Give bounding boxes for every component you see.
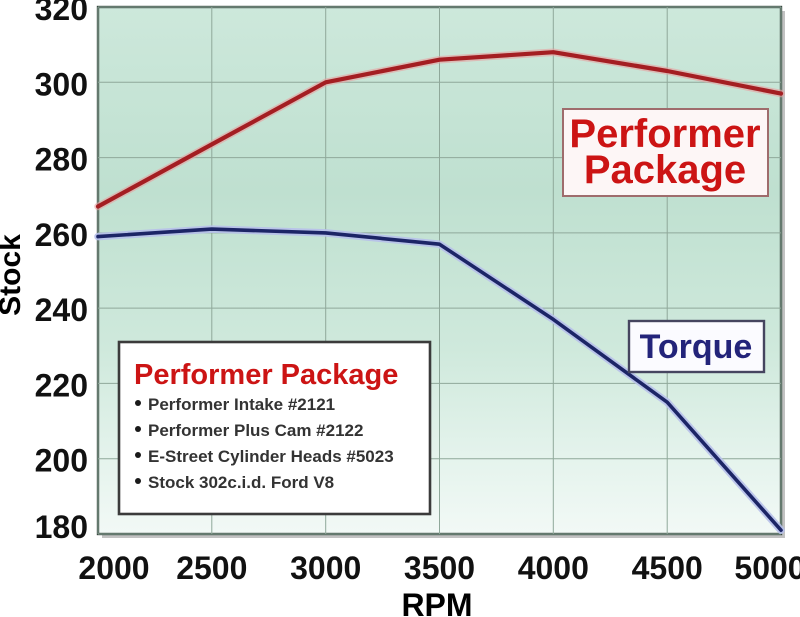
- svg-text:5000: 5000: [734, 550, 800, 586]
- svg-text:Performer Package: Performer Package: [134, 359, 398, 391]
- svg-text:220: 220: [35, 367, 88, 403]
- svg-text:3500: 3500: [404, 550, 475, 586]
- svg-text:Torque: Torque: [640, 328, 753, 366]
- svg-text:Package: Package: [584, 148, 746, 192]
- svg-text:300: 300: [35, 66, 88, 102]
- svg-text:Performer Intake #2121: Performer Intake #2121: [148, 395, 335, 414]
- svg-text:RPM: RPM: [401, 587, 472, 617]
- svg-text:2500: 2500: [176, 550, 247, 586]
- svg-text:260: 260: [35, 217, 88, 253]
- svg-text:Performer Plus Cam #2122: Performer Plus Cam #2122: [148, 421, 363, 440]
- svg-text:4500: 4500: [632, 550, 703, 586]
- svg-text:4000: 4000: [518, 550, 589, 586]
- svg-text:E-Street Cylinder Heads #5023: E-Street Cylinder Heads #5023: [148, 447, 394, 466]
- svg-text:200: 200: [35, 443, 88, 479]
- svg-text:320: 320: [35, 0, 88, 27]
- svg-text:180: 180: [35, 509, 88, 545]
- svg-text:3000: 3000: [290, 550, 361, 586]
- svg-text:240: 240: [35, 292, 88, 328]
- svg-text:2000: 2000: [78, 550, 149, 586]
- svg-text:Stock: Stock: [0, 234, 27, 316]
- svg-text:280: 280: [35, 142, 88, 178]
- svg-text:Stock 302c.i.d. Ford V8: Stock 302c.i.d. Ford V8: [148, 473, 334, 492]
